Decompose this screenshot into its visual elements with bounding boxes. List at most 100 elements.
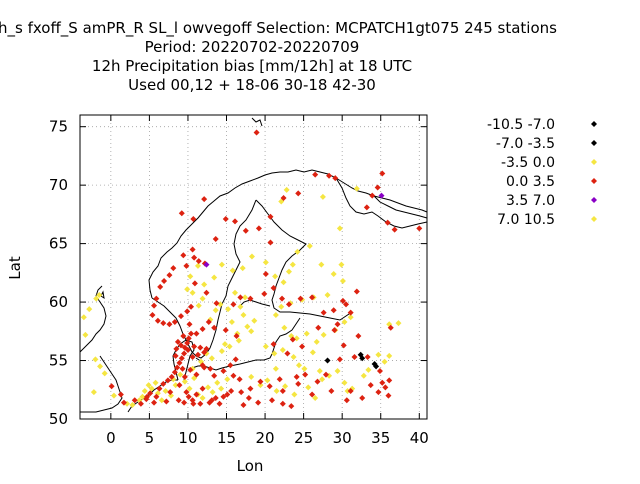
data-point xyxy=(239,265,246,272)
data-point xyxy=(197,344,204,351)
data-point xyxy=(273,387,280,394)
data-point xyxy=(373,363,380,370)
data-point xyxy=(86,306,93,313)
data-point xyxy=(174,338,181,345)
data-point xyxy=(279,387,286,394)
data-point xyxy=(295,380,302,387)
data-point xyxy=(211,324,218,331)
data-point xyxy=(261,290,268,297)
data-point xyxy=(255,225,262,232)
legend: -10.5 -7.0 -7.0 -3.5 -3.5 0.0 0.0 3.5 3.5 7.… xyxy=(487,117,597,228)
data-point xyxy=(189,289,196,296)
data-point xyxy=(247,385,254,392)
data-point xyxy=(172,352,179,359)
data-point xyxy=(92,356,99,363)
data-point xyxy=(270,341,277,348)
data-point xyxy=(181,350,188,357)
data-point xyxy=(181,373,188,380)
data-point xyxy=(90,389,97,396)
data-point xyxy=(129,401,136,408)
data-point xyxy=(180,332,187,339)
data-point xyxy=(178,210,185,217)
data-point xyxy=(97,363,104,370)
plot-frame xyxy=(79,114,428,420)
data-point xyxy=(314,378,321,385)
data-point xyxy=(203,261,210,268)
chart-title-line-3: 12h Precipitation bias [mm/12h] at 18 UT… xyxy=(92,57,412,75)
chart-title-line-4: Used 00,12 + 18-06 30-18 42-30 xyxy=(128,76,376,94)
y-tick-label: 50 xyxy=(49,410,68,428)
data-point xyxy=(178,355,185,362)
data-point xyxy=(176,359,183,366)
data-point xyxy=(262,343,269,350)
data-point xyxy=(177,371,184,378)
data-point xyxy=(257,378,264,385)
data-point xyxy=(211,274,218,281)
data-point xyxy=(167,389,174,396)
x-tick-label: 35 xyxy=(371,429,390,447)
data-point xyxy=(416,225,423,232)
chart-title-line-1: h_s fxoff_S amPR_R SL_l owvegoff Selecti… xyxy=(0,19,557,38)
data-point xyxy=(164,377,171,384)
data-point xyxy=(157,283,164,290)
data-point xyxy=(318,261,325,268)
data-point xyxy=(391,226,398,233)
data-point xyxy=(297,295,304,302)
data-point xyxy=(186,385,193,392)
data-point xyxy=(336,225,343,232)
data-point xyxy=(251,317,258,324)
data-point xyxy=(232,356,239,363)
y-tick-label: 60 xyxy=(49,293,68,311)
data-point xyxy=(316,368,323,375)
data-point xyxy=(189,354,196,361)
data-point xyxy=(299,343,306,350)
data-point xyxy=(364,354,371,361)
data-point xyxy=(191,254,198,261)
x-tick-label: 15 xyxy=(217,429,236,447)
data-point xyxy=(237,294,244,301)
data-point xyxy=(324,292,331,299)
data-point xyxy=(214,379,221,386)
data-point xyxy=(302,371,309,378)
data-point xyxy=(382,384,389,391)
legend-marker xyxy=(591,121,597,127)
data-point xyxy=(387,324,394,331)
data-point xyxy=(332,175,339,182)
data-point xyxy=(272,365,279,372)
data-point xyxy=(293,373,300,380)
data-point xyxy=(303,330,310,337)
data-point xyxy=(312,171,319,178)
data-point xyxy=(235,337,242,344)
x-tick-labels: 0 5 10 15 20 25 30 35 40 xyxy=(106,429,429,447)
data-point xyxy=(328,387,335,394)
data-point xyxy=(281,324,288,331)
legend-marker xyxy=(591,159,597,165)
data-point xyxy=(184,308,191,315)
data-point xyxy=(193,391,200,398)
data-point xyxy=(160,380,167,387)
data-point xyxy=(244,323,251,330)
data-point xyxy=(179,365,186,372)
data-point xyxy=(161,278,168,285)
data-point xyxy=(96,292,103,299)
legend-label: -10.5 -7.0 xyxy=(487,117,555,133)
data-point xyxy=(347,309,354,316)
data-point xyxy=(294,248,301,255)
data-point xyxy=(341,379,348,386)
data-points xyxy=(80,129,423,410)
data-point xyxy=(228,387,235,394)
data-point xyxy=(224,391,231,398)
data-point xyxy=(195,302,202,309)
data-point xyxy=(305,384,312,391)
data-point xyxy=(221,341,228,348)
legend-marker xyxy=(591,140,597,146)
data-point xyxy=(301,365,308,372)
data-point xyxy=(351,354,358,361)
data-point xyxy=(194,351,201,358)
data-point xyxy=(344,387,351,394)
data-point xyxy=(227,362,234,369)
data-point xyxy=(188,330,195,337)
data-point xyxy=(185,335,192,342)
data-point xyxy=(295,190,302,197)
